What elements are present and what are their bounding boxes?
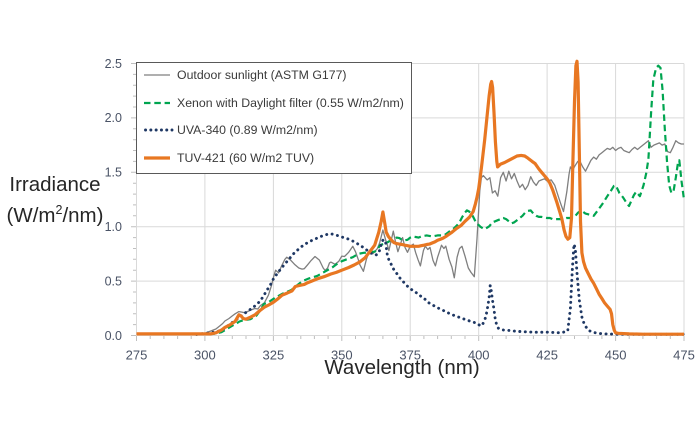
svg-text:375: 375: [399, 348, 421, 363]
svg-text:475: 475: [673, 348, 695, 363]
svg-text:0.0: 0.0: [105, 329, 122, 343]
svg-text:425: 425: [536, 348, 558, 363]
svg-text:300: 300: [194, 348, 216, 363]
svg-text:350: 350: [331, 348, 353, 363]
svg-text:0.5: 0.5: [105, 274, 122, 288]
svg-text:1.5: 1.5: [105, 166, 122, 180]
svg-text:2.5: 2.5: [105, 57, 122, 71]
svg-text:400: 400: [468, 348, 490, 363]
svg-text:325: 325: [263, 348, 285, 363]
svg-text:2.0: 2.0: [105, 111, 122, 125]
svg-text:275: 275: [126, 348, 148, 363]
svg-text:450: 450: [605, 348, 627, 363]
svg-text:1.0: 1.0: [105, 220, 122, 234]
